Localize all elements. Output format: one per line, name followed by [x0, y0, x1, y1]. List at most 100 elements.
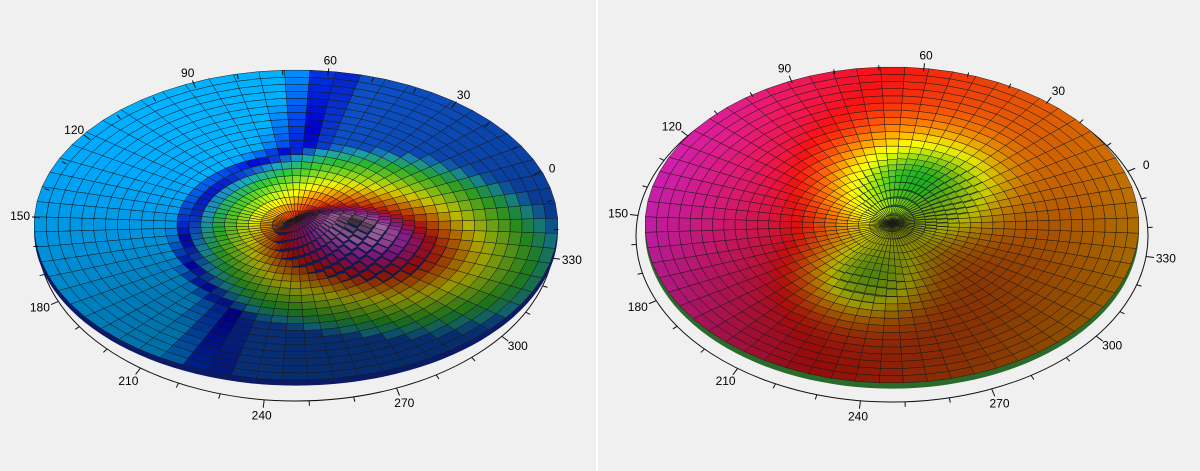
- surface-cell: [908, 205, 920, 212]
- surface-cell: [286, 105, 308, 113]
- surface-cell: [991, 214, 1005, 223]
- surface-cell: [745, 210, 760, 221]
- tick-mark: [833, 69, 836, 75]
- surface-cell: [543, 202, 558, 219]
- surface-cell: [288, 133, 305, 141]
- surface-cell: [374, 257, 392, 268]
- surface-cell: [286, 249, 294, 258]
- surface-cell: [350, 275, 367, 286]
- surface-cell: [81, 217, 95, 231]
- surface-cell: [278, 154, 292, 163]
- surface-cell: [898, 131, 915, 141]
- surface-cell: [897, 310, 914, 319]
- tick-label-210: 210: [716, 374, 736, 388]
- surface-cell: [298, 257, 307, 266]
- tick-mark: [1030, 375, 1035, 380]
- surface-cell: [300, 168, 311, 177]
- surface-cell: [290, 161, 302, 169]
- surface-cell: [992, 221, 1005, 229]
- surface-cell: [212, 217, 226, 223]
- tick-mark: [713, 110, 719, 115]
- surface-cell: [297, 238, 304, 247]
- surface-cell: [351, 261, 369, 272]
- tick-mark: [659, 157, 665, 161]
- surface-cell: [301, 301, 317, 310]
- surface-cell: [509, 218, 523, 233]
- surface-cell: [277, 287, 291, 296]
- surface-cell: [323, 267, 337, 277]
- surface-cell: [418, 241, 435, 252]
- tick-mark: [966, 72, 970, 78]
- surface-cell: [854, 373, 881, 384]
- tick-mark: [672, 325, 678, 330]
- surface-cell: [545, 217, 558, 234]
- surface-cell: [881, 346, 902, 355]
- tick-label-90: 90: [181, 66, 195, 80]
- surface-cell: [450, 220, 463, 231]
- surface-cell: [883, 109, 902, 118]
- surface-cell: [734, 229, 748, 240]
- surface-cell: [701, 218, 713, 231]
- tick-mark: [512, 146, 518, 150]
- surface-cell: [881, 88, 904, 97]
- surface-cell: [304, 336, 326, 345]
- tick-mark: [814, 394, 818, 400]
- surface-cell: [287, 309, 304, 317]
- surface-cell: [873, 295, 887, 305]
- surface-cell: [274, 301, 290, 310]
- surface-cell: [307, 232, 317, 242]
- surface-cell: [689, 218, 702, 232]
- surface-cell: [462, 220, 475, 231]
- surface-cell: [507, 205, 523, 220]
- surface-cell: [270, 315, 288, 324]
- surface-cell: [866, 324, 885, 333]
- surface-cell: [352, 229, 368, 240]
- surface-cell: [387, 244, 404, 255]
- surface-cell: [302, 245, 311, 254]
- surface-cell: [117, 229, 132, 241]
- surface-cell: [889, 190, 895, 198]
- surface-cell: [304, 254, 314, 264]
- surface-cell: [335, 272, 352, 282]
- surface-cell: [351, 214, 366, 222]
- surface-cell: [909, 207, 922, 213]
- surface-cell: [385, 227, 401, 237]
- tick-label-0: 0: [1143, 158, 1150, 172]
- surface-cell: [117, 208, 132, 220]
- tick-mark: [152, 96, 157, 102]
- surface-cell: [290, 231, 295, 240]
- tick-mark: [681, 130, 689, 137]
- surface-cell: [339, 228, 354, 238]
- surface-cell: [886, 280, 897, 289]
- surface-cell: [286, 316, 304, 324]
- surface-cell: [327, 227, 341, 236]
- surface-cell: [351, 248, 367, 259]
- surface-cell: [879, 264, 889, 273]
- surface-cell: [129, 228, 144, 240]
- surface-cell: [359, 269, 377, 281]
- surface-cell: [886, 198, 892, 207]
- surface-cell: [1091, 205, 1106, 220]
- surface-cell: [1069, 207, 1083, 220]
- tick-mark: [353, 396, 356, 402]
- surface-cell: [947, 222, 960, 228]
- surface-cell: [802, 216, 815, 223]
- surface-cell: [1037, 220, 1050, 231]
- surface-cell: [1002, 213, 1016, 222]
- surface-cell: [129, 209, 144, 221]
- surface-cell: [281, 372, 308, 381]
- surface-cell: [1080, 231, 1095, 245]
- surface-cell: [856, 66, 882, 77]
- surface-cell: [1058, 208, 1072, 221]
- surface-cell: [723, 229, 737, 241]
- surface-cell: [689, 230, 704, 244]
- surface-cell: [289, 140, 304, 148]
- surface-cell: [285, 330, 305, 338]
- surface-cell: [293, 196, 299, 205]
- surface-cell: [914, 221, 926, 225]
- surface-cell: [1047, 209, 1061, 221]
- surface-cell: [57, 217, 71, 232]
- surface-cell: [268, 112, 289, 121]
- surface-cell: [381, 250, 399, 262]
- surface-cell: [486, 219, 499, 232]
